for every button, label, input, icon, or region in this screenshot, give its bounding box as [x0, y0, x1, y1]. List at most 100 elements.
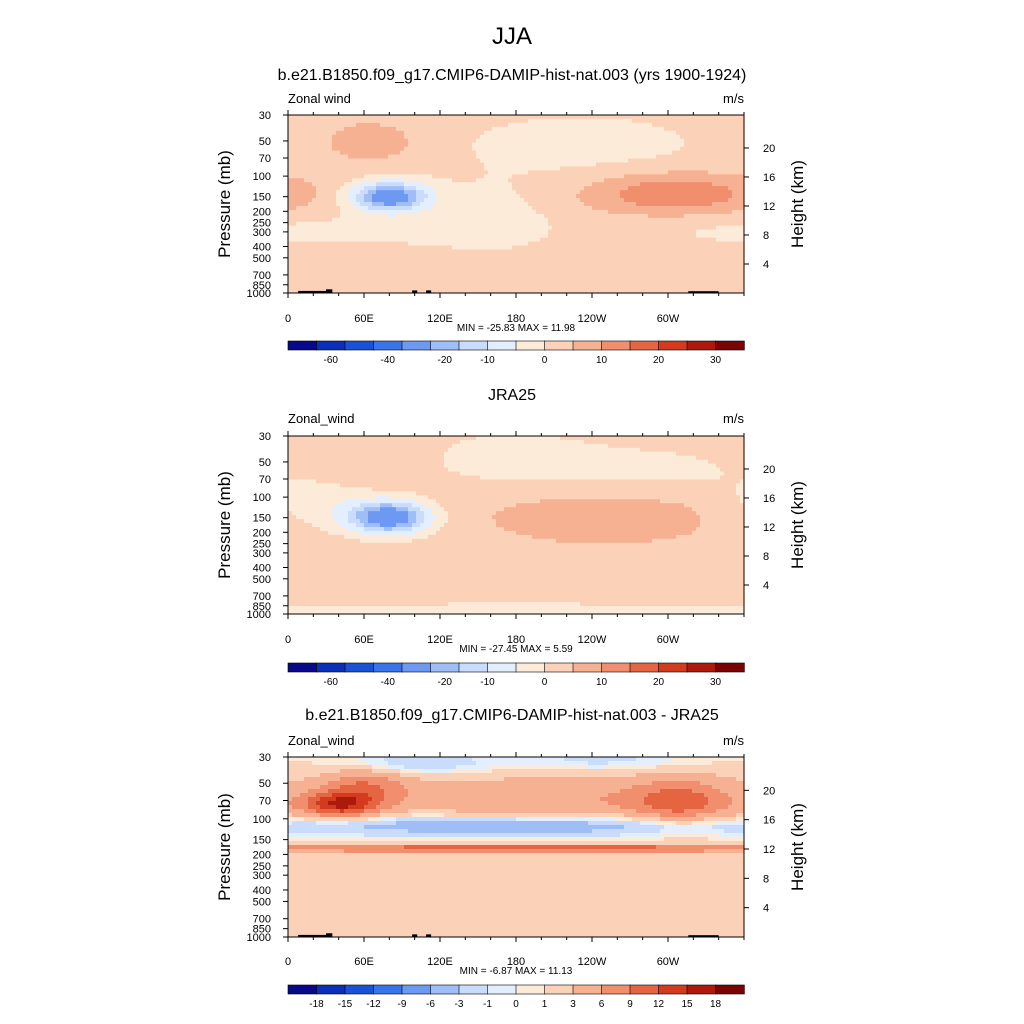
field-contours	[288, 757, 744, 937]
colorbar-label: 9	[627, 999, 633, 1010]
y-tick-label: 250	[253, 861, 271, 873]
colorbar: -60 -40 -20 -10 0 10 20 30	[287, 340, 745, 366]
panel-2: JRA25 Zonal_wind m/s 0 60E 120E 180 120W 60W 30 50…	[215, 387, 807, 688]
y-tick-label: 1000	[247, 288, 271, 300]
colorbar-swatch	[658, 984, 688, 995]
panel-1: b.e21.B1850.f09_g17.CMIP6-DAMIP-hist-nat…	[215, 67, 807, 366]
colorbar-label: -10	[480, 355, 495, 366]
colorbar-swatch	[373, 662, 403, 673]
y-right-axis-label: Height (km)	[788, 803, 807, 891]
colorbar-swatch	[487, 662, 517, 673]
y-tick-label: 300	[253, 870, 271, 882]
min-max-stats: MIN = -6.87 MAX = 11.13	[460, 966, 573, 977]
colorbar-label: -18	[309, 999, 324, 1010]
colorbar-swatch	[458, 340, 489, 351]
colorbar-swatch	[601, 662, 631, 673]
x-tick-label: 60E	[354, 956, 374, 968]
colorbar-label: 12	[653, 999, 665, 1010]
colorbar-label: -40	[381, 677, 396, 688]
colorbar-swatch	[373, 984, 403, 995]
land-block	[298, 290, 330, 293]
x-tick-label: 120W	[578, 634, 607, 646]
colorbar-swatch	[601, 340, 631, 351]
y-tick-label: 400	[253, 885, 271, 897]
x-tick-label: 120E	[427, 634, 453, 646]
field-contours	[288, 436, 744, 614]
colorbar-label: 20	[653, 677, 665, 688]
y-tick-label: 200	[253, 206, 271, 218]
y-tick-label: 500	[253, 574, 271, 586]
y-tick-label: 50	[259, 457, 271, 469]
panel-title: b.e21.B1850.f09_g17.CMIP6-DAMIP-hist-nat…	[278, 67, 747, 84]
colorbar-swatch	[487, 984, 517, 995]
land-block	[412, 290, 418, 293]
y-right-tick-label: 20	[763, 464, 775, 476]
y-tick-label: 70	[259, 153, 271, 165]
y-tick-label: 250	[253, 218, 271, 230]
colorbar-label: -60	[324, 677, 339, 688]
colorbar-swatch	[515, 984, 546, 995]
land-mask	[298, 289, 719, 293]
y-right-tick-label: 12	[763, 522, 775, 534]
colorbar-swatch	[487, 340, 517, 351]
colorbar-label: 18	[710, 999, 722, 1010]
x-tick-label: 60E	[354, 634, 374, 646]
colorbar-label: 0	[542, 355, 548, 366]
y-axis-label: Pressure (mb)	[215, 793, 234, 901]
y-tick-label: 400	[253, 562, 271, 574]
colorbar-label: -1	[483, 999, 492, 1010]
y-tick-label: 400	[253, 241, 271, 253]
y-tick-label: 150	[253, 192, 271, 204]
colorbar: -60 -40 -20 -10 0 10 20 30	[287, 662, 745, 688]
colorbar-swatch	[287, 662, 318, 673]
y-tick-label: 150	[253, 835, 271, 847]
x-tick-label: 180	[507, 634, 525, 646]
y-right-tick-label: 8	[763, 551, 769, 563]
land-block	[426, 290, 432, 293]
colorbar-swatch	[629, 662, 660, 673]
colorbar-swatch	[515, 340, 546, 351]
colorbar-label: 6	[599, 999, 605, 1010]
colorbar-label: -15	[338, 999, 353, 1010]
y-right-tick-label: 12	[763, 201, 775, 213]
colorbar-swatch	[287, 340, 318, 351]
y-tick-label: 850	[253, 280, 271, 292]
min-max-stats: MIN = -25.83 MAX = 11.98	[457, 323, 576, 334]
colorbar-label: 20	[653, 355, 665, 366]
x-tick-label: 180	[507, 313, 525, 325]
y-right-tick-label: 4	[763, 580, 769, 592]
y-tick-label: 300	[253, 548, 271, 560]
panel-title: b.e21.B1850.f09_g17.CMIP6-DAMIP-hist-nat…	[305, 707, 719, 724]
y-tick-label: 50	[259, 778, 271, 790]
y-tick-label: 1000	[247, 609, 271, 621]
colorbar-swatch	[316, 984, 346, 995]
colorbar-swatch	[686, 984, 717, 995]
y-tick-label: 850	[253, 601, 271, 613]
y-right-axis-label: Height (km)	[788, 481, 807, 569]
y-right-tick-label: 16	[763, 172, 775, 184]
colorbar-label: -20	[438, 677, 453, 688]
min-max-stats: MIN = -27.45 MAX = 5.59	[459, 644, 573, 655]
y-tick-label: 70	[259, 795, 271, 807]
colorbar-swatch	[316, 340, 346, 351]
field-contours	[288, 115, 744, 293]
figure-title: JJA	[492, 23, 532, 50]
colorbar-swatch	[401, 662, 432, 673]
y-tick-label: 200	[253, 849, 271, 861]
y-tick-label: 30	[259, 752, 271, 764]
colorbar-swatch	[715, 984, 745, 995]
y-tick-label: 850	[253, 924, 271, 936]
colorbar-label: -6	[426, 999, 435, 1010]
colorbar-label: 1	[542, 999, 548, 1010]
land-block	[688, 291, 719, 293]
y-tick-label: 500	[253, 253, 271, 265]
variable-label: Zonal_wind	[288, 733, 355, 748]
y-tick-label: 30	[259, 110, 271, 122]
y-tick-label: 150	[253, 513, 271, 525]
colorbar-swatch	[629, 984, 660, 995]
variable-label: Zonal wind	[288, 91, 351, 106]
land-block	[326, 289, 333, 293]
colorbar-swatch	[544, 662, 574, 673]
colorbar-swatch	[458, 662, 489, 673]
